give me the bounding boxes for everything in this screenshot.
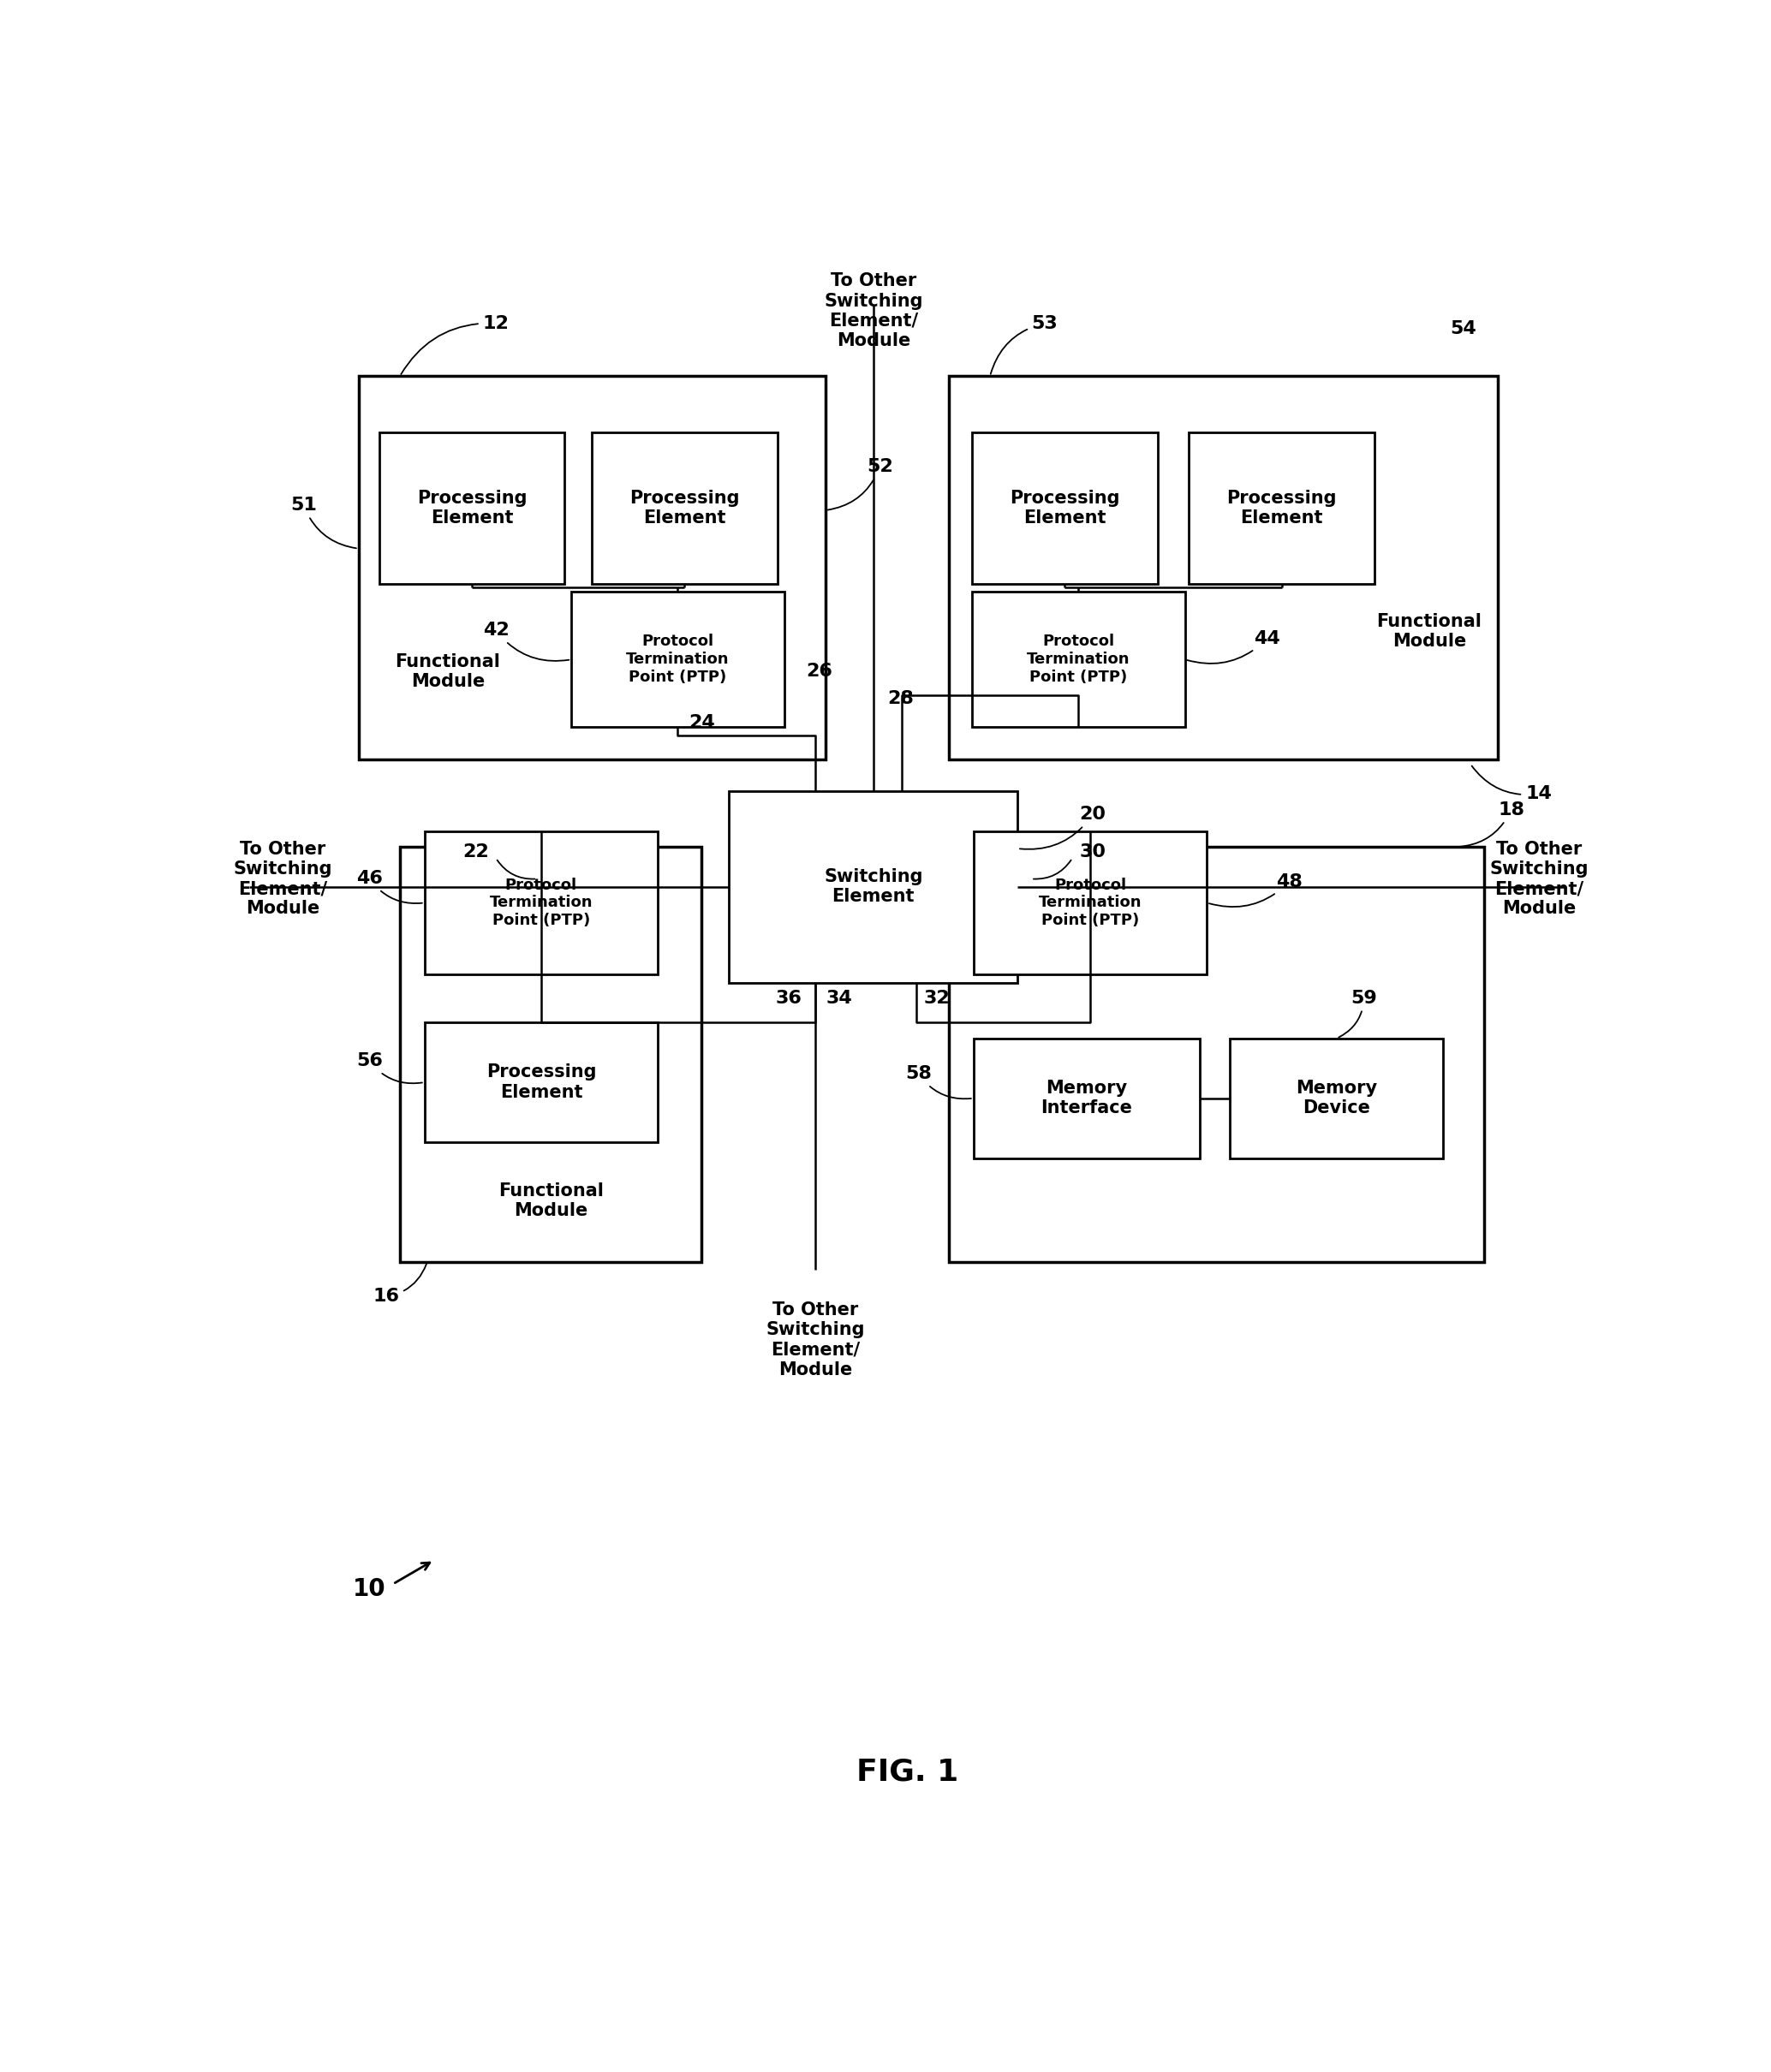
Text: To Other
Switching
Element/
Module: To Other Switching Element/ Module xyxy=(824,274,923,350)
Text: 22: 22 xyxy=(462,843,489,860)
Text: To Other
Switching
Element/
Module: To Other Switching Element/ Module xyxy=(1489,841,1589,918)
Text: Protocol
Termination
Point (PTP): Protocol Termination Point (PTP) xyxy=(1027,634,1130,686)
Text: 44: 44 xyxy=(1187,630,1280,663)
Bar xyxy=(379,433,565,584)
Bar xyxy=(358,377,825,758)
Text: Functional
Module: Functional Module xyxy=(1376,613,1482,651)
Text: Switching
Element: Switching Element xyxy=(824,868,923,905)
Text: 32: 32 xyxy=(923,990,949,1007)
Text: 18: 18 xyxy=(1459,802,1525,847)
Text: Protocol
Termination
Point (PTP): Protocol Termination Point (PTP) xyxy=(1038,876,1142,928)
Text: 58: 58 xyxy=(905,1065,971,1098)
Bar xyxy=(949,847,1484,1262)
Text: 28: 28 xyxy=(887,690,914,707)
Text: 36: 36 xyxy=(776,990,802,1007)
Text: 12: 12 xyxy=(400,315,508,375)
Text: Processing
Element: Processing Element xyxy=(629,489,740,526)
Text: Processing
Element: Processing Element xyxy=(1009,489,1119,526)
Bar xyxy=(425,1021,657,1142)
Text: 51: 51 xyxy=(290,497,356,549)
Bar xyxy=(1231,1038,1443,1158)
Text: Memory
Device: Memory Device xyxy=(1296,1080,1378,1117)
Text: Functional
Module: Functional Module xyxy=(498,1183,604,1220)
Text: 30: 30 xyxy=(1079,843,1105,860)
Text: Protocol
Termination
Point (PTP): Protocol Termination Point (PTP) xyxy=(489,876,593,928)
Bar xyxy=(972,433,1158,584)
Text: Processing
Element: Processing Element xyxy=(1227,489,1337,526)
Text: 54: 54 xyxy=(1450,319,1475,338)
Text: 16: 16 xyxy=(374,1264,427,1305)
Text: Processing
Element: Processing Element xyxy=(487,1063,597,1100)
Bar xyxy=(972,593,1185,727)
Bar xyxy=(592,433,777,584)
Text: 24: 24 xyxy=(689,715,715,731)
Text: Functional
Module: Functional Module xyxy=(395,653,501,690)
Bar xyxy=(1188,433,1374,584)
Bar xyxy=(400,847,701,1262)
Text: 20: 20 xyxy=(1020,806,1105,850)
Text: 34: 34 xyxy=(827,990,854,1007)
Text: Protocol
Termination
Point (PTP): Protocol Termination Point (PTP) xyxy=(627,634,730,686)
Text: 53: 53 xyxy=(990,315,1057,373)
Text: 48: 48 xyxy=(1210,872,1302,908)
Bar xyxy=(730,792,1017,982)
Bar xyxy=(425,831,657,974)
Bar xyxy=(949,377,1498,758)
Text: 26: 26 xyxy=(806,663,832,680)
Text: To Other
Switching
Element/
Module: To Other Switching Element/ Module xyxy=(234,841,333,918)
Text: 59: 59 xyxy=(1339,990,1378,1038)
Bar xyxy=(974,1038,1201,1158)
Text: Memory
Interface: Memory Interface xyxy=(1041,1080,1132,1117)
Text: 10: 10 xyxy=(352,1577,386,1602)
Text: FIG. 1: FIG. 1 xyxy=(857,1757,958,1786)
Text: 42: 42 xyxy=(483,622,568,661)
Bar xyxy=(974,831,1206,974)
Text: 14: 14 xyxy=(1472,767,1551,802)
Text: To Other
Switching
Element/
Module: To Other Switching Element/ Module xyxy=(767,1301,866,1378)
Text: 46: 46 xyxy=(356,870,421,903)
Bar xyxy=(572,593,785,727)
Text: 56: 56 xyxy=(356,1053,421,1084)
Text: 52: 52 xyxy=(827,458,893,510)
Text: Processing
Element: Processing Element xyxy=(416,489,528,526)
